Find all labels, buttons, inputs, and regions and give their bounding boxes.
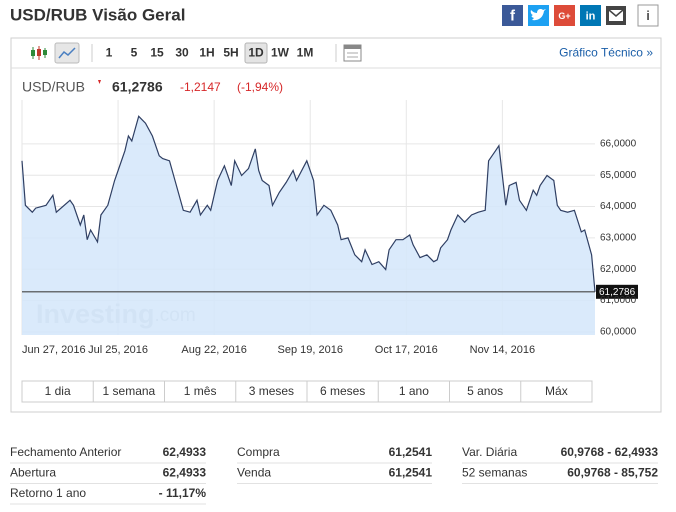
y-tick-label: 60,0000 bbox=[600, 327, 637, 338]
quote-change: -1,2147 bbox=[180, 80, 221, 94]
x-tick-label: Aug 22, 2016 bbox=[181, 344, 246, 356]
stat-label: Fechamento Anterior bbox=[10, 445, 121, 459]
facebook-icon[interactable] bbox=[502, 5, 523, 26]
interval-button[interactable]: 1W bbox=[271, 46, 290, 60]
quote-symbol: USD/RUB bbox=[22, 79, 85, 95]
mail-icon[interactable] bbox=[606, 6, 626, 25]
star-icon bbox=[98, 80, 101, 84]
range-button[interactable]: 1 semana bbox=[103, 384, 156, 398]
stat-value: 61,2541 bbox=[389, 445, 433, 459]
range-button[interactable]: 3 meses bbox=[249, 384, 294, 398]
interval-button[interactable]: 5H bbox=[223, 46, 238, 60]
page-title: USD/RUB Visão Geral bbox=[10, 5, 185, 24]
info-label: i bbox=[646, 8, 650, 23]
stat-value: - 11,17% bbox=[159, 486, 207, 500]
stat-value: 61,2541 bbox=[389, 466, 433, 480]
y-tick-label: 63,0000 bbox=[600, 233, 637, 244]
x-tick-label: Nov 14, 2016 bbox=[470, 344, 535, 356]
interval-button[interactable]: 5 bbox=[131, 46, 138, 60]
twitter-bird bbox=[530, 9, 546, 21]
range-button[interactable]: 5 anos bbox=[467, 384, 503, 398]
stat-value: 62,4933 bbox=[163, 445, 207, 459]
interval-selected bbox=[244, 42, 268, 64]
stat-label: Abertura bbox=[10, 466, 56, 480]
price-label-box bbox=[596, 284, 638, 299]
info-icon[interactable] bbox=[637, 4, 659, 27]
candles-button[interactable] bbox=[31, 46, 47, 60]
range-button[interactable]: 6 meses bbox=[320, 384, 365, 398]
linkedin-icon[interactable] bbox=[580, 5, 601, 26]
range-button[interactable]: Máx bbox=[545, 384, 568, 398]
quote-price: 61,2786 bbox=[112, 79, 163, 95]
stat-label: 52 semanas bbox=[462, 466, 527, 480]
interval-button[interactable]: 1H bbox=[199, 46, 214, 60]
x-tick-label: Jun 27, 2016 bbox=[22, 344, 86, 356]
y-tick-label: 64,0000 bbox=[600, 201, 637, 212]
x-tick-label: Jul 25, 2016 bbox=[88, 344, 148, 356]
google-label: G+ bbox=[558, 11, 570, 21]
y-tick-label: 65,0000 bbox=[600, 170, 637, 181]
stat-label: Var. Diária bbox=[462, 445, 517, 459]
interval-button[interactable]: 1D bbox=[248, 46, 264, 60]
stat-value: 60,9768 - 85,752 bbox=[567, 466, 658, 480]
stat-value: 60,9768 - 62,4933 bbox=[561, 445, 659, 459]
stat-label: Retorno 1 ano bbox=[10, 486, 86, 500]
price-label: 61,2786 bbox=[599, 287, 636, 298]
quote-change-pct: (-1,94%) bbox=[237, 80, 283, 94]
range-button[interactable]: 1 mês bbox=[184, 384, 217, 398]
range-button[interactable]: 1 ano bbox=[399, 384, 429, 398]
google-icon[interactable] bbox=[554, 5, 575, 26]
y-tick-label: 66,0000 bbox=[600, 139, 637, 150]
interval-button[interactable]: 15 bbox=[150, 46, 164, 60]
stat-label: Compra bbox=[237, 445, 280, 459]
interval-button[interactable]: 30 bbox=[175, 46, 189, 60]
x-tick-label: Oct 17, 2016 bbox=[375, 344, 438, 356]
y-tick-label: 62,0000 bbox=[600, 264, 637, 275]
linkedin-label: in bbox=[586, 10, 596, 22]
line bbox=[21, 115, 596, 292]
calendar-button[interactable] bbox=[343, 44, 362, 62]
interval-button[interactable]: 1M bbox=[297, 46, 314, 60]
x-tick-label: Sep 19, 2016 bbox=[277, 344, 342, 356]
stat-value: 62,4933 bbox=[163, 466, 207, 480]
interval-button[interactable]: 1 bbox=[106, 46, 113, 60]
range-button[interactable]: 1 dia bbox=[45, 384, 71, 398]
y-tick-label: 61,0000 bbox=[600, 295, 637, 306]
technical-chart-link[interactable]: Gráfico Técnico » bbox=[559, 46, 653, 60]
area bbox=[22, 116, 595, 335]
line-chart-button[interactable] bbox=[54, 42, 80, 64]
facebook-label: f bbox=[510, 7, 516, 24]
stat-label: Venda bbox=[237, 466, 271, 480]
